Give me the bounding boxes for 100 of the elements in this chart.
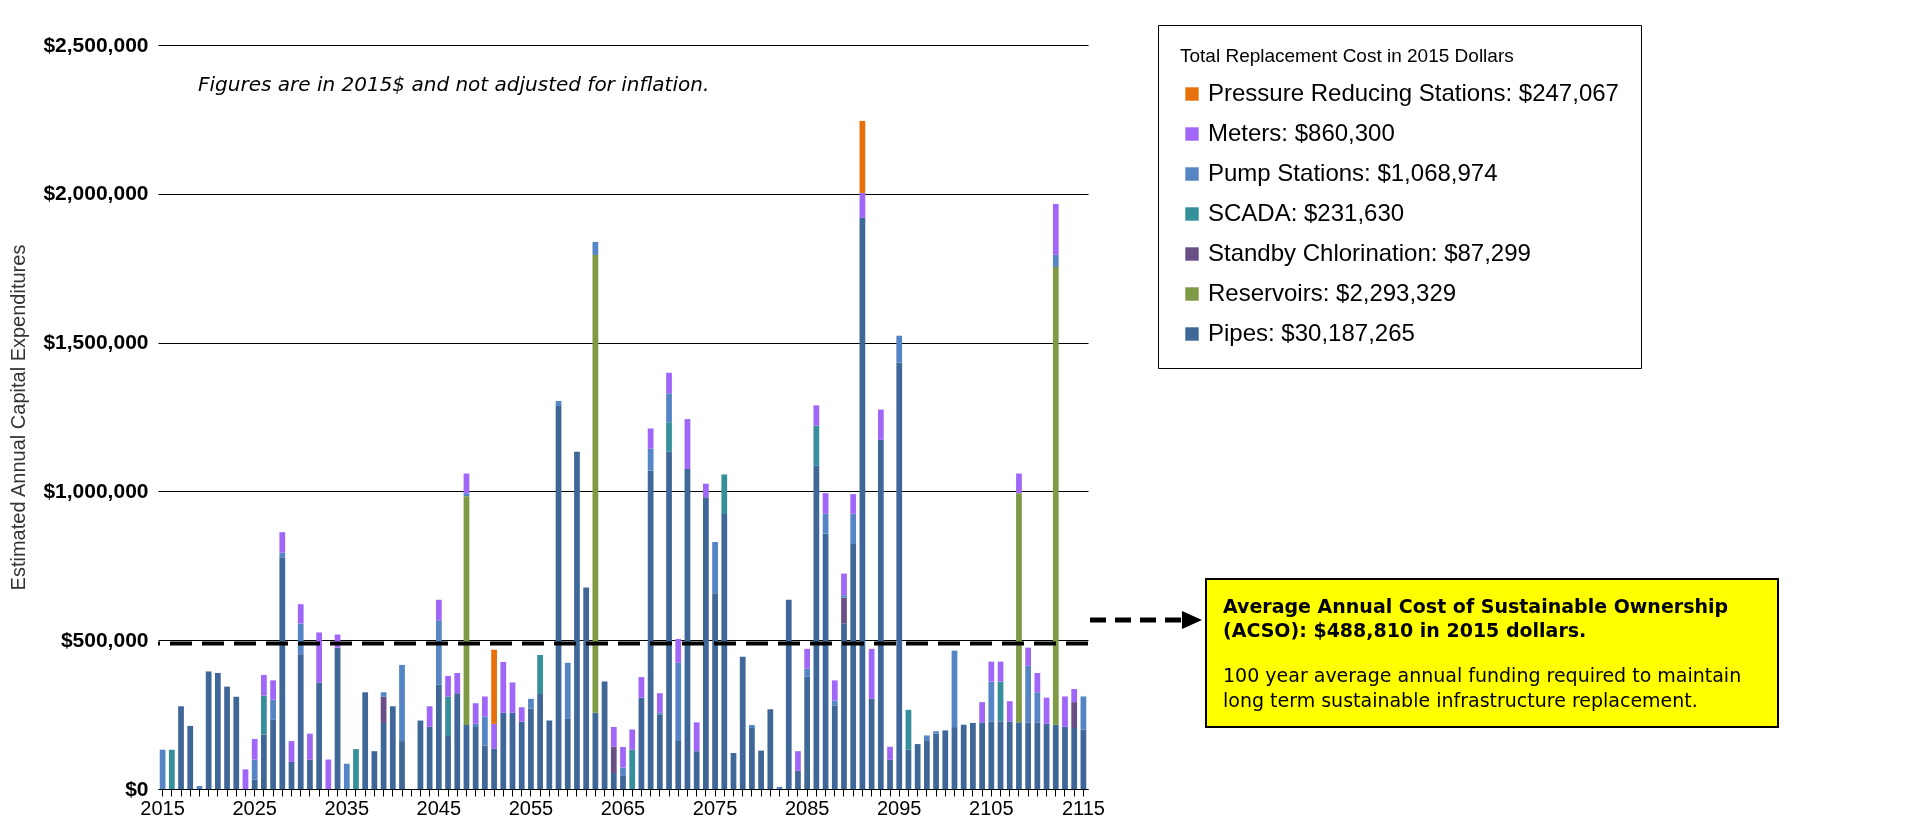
bar xyxy=(482,716,488,746)
bar xyxy=(1016,473,1022,494)
bar xyxy=(1016,722,1022,789)
annotation: Figures are in 2015$ and not adjusted for inflation. xyxy=(198,72,710,96)
x-tick-label: 2045 xyxy=(416,796,462,818)
bar xyxy=(767,709,774,789)
bar xyxy=(564,718,571,789)
bar xyxy=(546,720,553,789)
bar xyxy=(435,620,442,685)
bar xyxy=(620,767,626,776)
bar xyxy=(583,587,590,789)
legend-label: Pressure Reducing Stations: $247,067 xyxy=(1208,79,1619,106)
bar xyxy=(1071,702,1078,728)
bar xyxy=(537,655,543,695)
bar xyxy=(491,649,497,724)
bar xyxy=(896,335,903,363)
bar xyxy=(491,748,497,789)
bar xyxy=(445,675,451,697)
bar xyxy=(325,759,332,789)
bar xyxy=(537,694,543,789)
bar xyxy=(739,656,746,789)
bar xyxy=(970,722,976,789)
bar xyxy=(316,632,323,683)
bar xyxy=(205,671,212,789)
bar xyxy=(979,702,985,723)
bar xyxy=(343,763,350,789)
bar xyxy=(942,730,949,789)
bar xyxy=(1025,722,1032,789)
bar xyxy=(1006,701,1013,722)
bar xyxy=(1006,721,1013,789)
bar xyxy=(795,751,801,771)
bar xyxy=(675,639,682,663)
bar xyxy=(224,686,230,789)
x-tick-label: 2055 xyxy=(508,796,554,818)
bar xyxy=(831,705,838,789)
bar xyxy=(693,722,700,752)
bar xyxy=(482,745,488,789)
bar xyxy=(1052,267,1059,725)
bar xyxy=(574,451,580,789)
bar xyxy=(564,662,571,719)
bar xyxy=(877,409,884,440)
bar xyxy=(482,696,488,717)
x-tick-label: 2105 xyxy=(969,796,1014,818)
bar xyxy=(261,734,267,789)
bar xyxy=(362,692,369,789)
bar xyxy=(656,714,663,789)
bar xyxy=(528,698,534,709)
bar xyxy=(721,514,728,789)
bar xyxy=(491,723,497,749)
bar xyxy=(1034,672,1041,693)
bar xyxy=(988,681,995,722)
bar xyxy=(233,696,240,789)
bar xyxy=(988,661,995,682)
bar xyxy=(1062,696,1068,727)
legend-label: Meters: $860,300 xyxy=(1208,119,1395,146)
bar xyxy=(666,422,672,452)
x-tick-label: 2025 xyxy=(232,796,277,818)
bar xyxy=(804,676,811,789)
x-tick-label: 2065 xyxy=(600,796,646,818)
bar xyxy=(914,744,921,789)
legend-label: Average Annual Cost of Sustainable Ownership (ACSO): $488,810 in 2015 dollars. xyxy=(1223,593,1730,643)
bar xyxy=(693,751,700,789)
bar xyxy=(610,746,617,773)
bar xyxy=(813,425,820,466)
bar xyxy=(675,740,682,789)
x-tick-label: 2085 xyxy=(784,796,830,818)
bar xyxy=(933,733,939,789)
legend-label: Standby Chlorination: $87,299 xyxy=(1208,239,1531,266)
bar xyxy=(656,712,663,715)
bar xyxy=(933,731,939,734)
legend-title: Total Replacement Cost in 2015 Dollars xyxy=(1180,45,1514,66)
y-tick-label: $1,000,000 xyxy=(43,478,149,502)
bar xyxy=(261,695,267,735)
bar xyxy=(297,604,304,624)
bar xyxy=(675,662,682,741)
bar xyxy=(399,664,405,742)
bar xyxy=(804,668,811,677)
bar xyxy=(923,735,930,741)
bar xyxy=(877,439,884,789)
bar xyxy=(1052,203,1059,255)
bar xyxy=(850,513,857,545)
legend-label: Pump Stations: $1,068,974 xyxy=(1208,159,1498,186)
x-tick-label: 2095 xyxy=(876,796,922,818)
bar xyxy=(518,707,525,722)
y-tick-label: $500,000 xyxy=(60,627,149,651)
bar xyxy=(988,721,995,789)
bar xyxy=(435,599,442,621)
bar xyxy=(1071,727,1078,789)
bar xyxy=(1052,724,1059,789)
bar xyxy=(749,725,755,728)
bar xyxy=(279,532,286,553)
bar xyxy=(712,593,718,789)
bar xyxy=(656,693,663,713)
bar xyxy=(979,722,985,789)
bar xyxy=(850,494,857,514)
y-tick-label: $2,500,000 xyxy=(43,32,149,56)
legend-label: Pipes: $30,187,265 xyxy=(1208,319,1415,346)
bar xyxy=(841,595,847,598)
legend-label: Reservoirs: $2,293,329 xyxy=(1208,279,1457,306)
bar xyxy=(353,749,359,789)
